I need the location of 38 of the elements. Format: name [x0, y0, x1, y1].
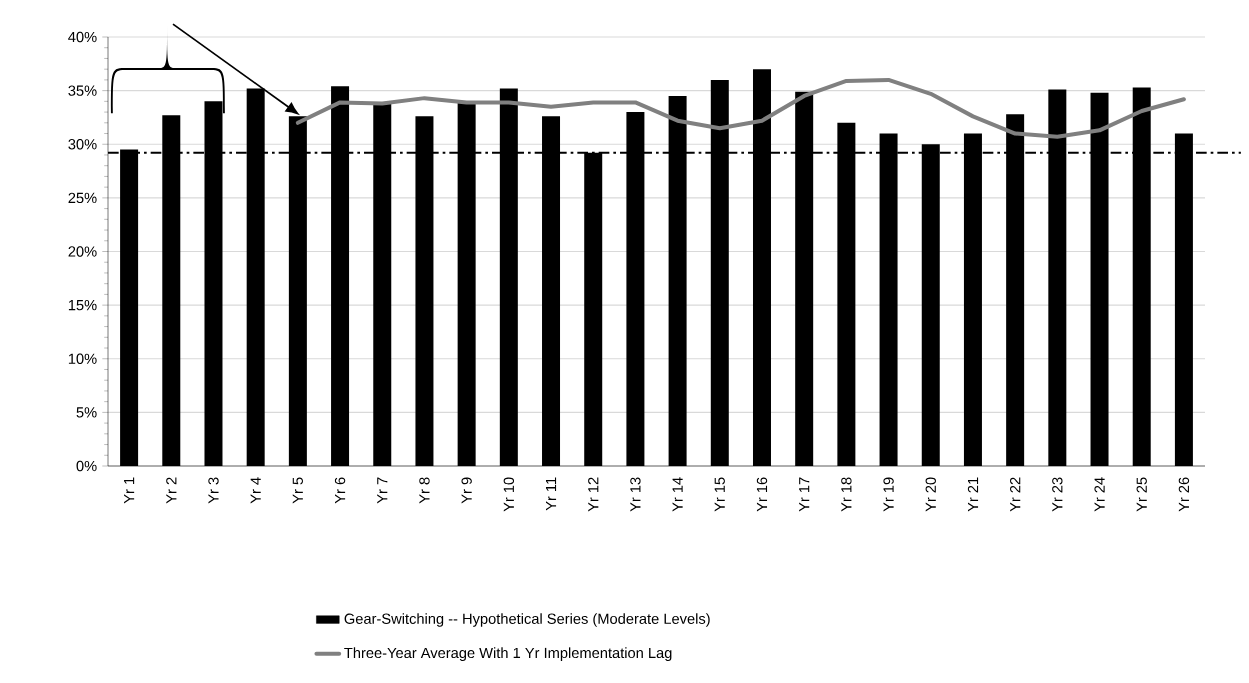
x-tick-label: Yr 26 [1178, 477, 1190, 512]
x-tick-label: Yr 4 [250, 477, 261, 504]
y-tick-label: 0% [76, 460, 97, 472]
x-tick-label: Yr 23 [1052, 477, 1063, 512]
x-tick-label: Yr 11 [545, 477, 557, 511]
x-tick-label: Yr 25 [1136, 477, 1147, 512]
x-tick-label: Yr 24 [1094, 477, 1105, 512]
x-tick-label: Yr 22 [1010, 477, 1021, 512]
legend-label: Gear-Switching -- Hypothetical Series (Moderate Levels) [344, 613, 710, 627]
y-tick-label: 40% [68, 31, 97, 43]
x-tick-label: Yr 17 [799, 477, 810, 512]
x-tick-label: Yr 3 [208, 477, 219, 504]
x-tick-label: Yr 16 [756, 477, 768, 512]
x-tick-label: Yr 2 [166, 477, 177, 504]
y-tick-label: 30% [68, 139, 97, 150]
x-tick-label: Yr 19 [883, 477, 894, 512]
y-tick-label: 20% [68, 246, 97, 257]
x-tick-label: Yr 8 [419, 477, 430, 504]
x-tick-label: Yr 10 [503, 477, 515, 512]
y-tick-label: 35% [68, 85, 97, 96]
x-tick-label: Yr 7 [377, 477, 388, 504]
legend-label: Three-Year Average With 1 Yr Implementation Lag [344, 647, 672, 661]
x-tick-label: Yr 15 [714, 477, 725, 512]
line-series [295, 77, 1186, 139]
x-tick-label: Yr 21 [967, 477, 979, 512]
x-tick-label: Yr 13 [630, 477, 641, 512]
y-tick-label: 5% [76, 407, 97, 418]
y-tick-label: 15% [68, 299, 97, 311]
x-tick-label: Yr 6 [334, 477, 346, 504]
x-tick-label: Yr 18 [841, 477, 852, 512]
x-tick-label: Yr 9 [461, 477, 472, 504]
x-tick-label: Yr 5 [292, 477, 303, 504]
x-tick-label: Yr 20 [925, 477, 936, 512]
y-tick-label: 10% [68, 353, 97, 364]
x-tick-label: Yr 1 [124, 477, 135, 504]
y-tick-label: 25% [68, 192, 97, 204]
x-tick-label: Yr 14 [672, 477, 683, 512]
x-tick-label: Yr 12 [588, 477, 599, 512]
